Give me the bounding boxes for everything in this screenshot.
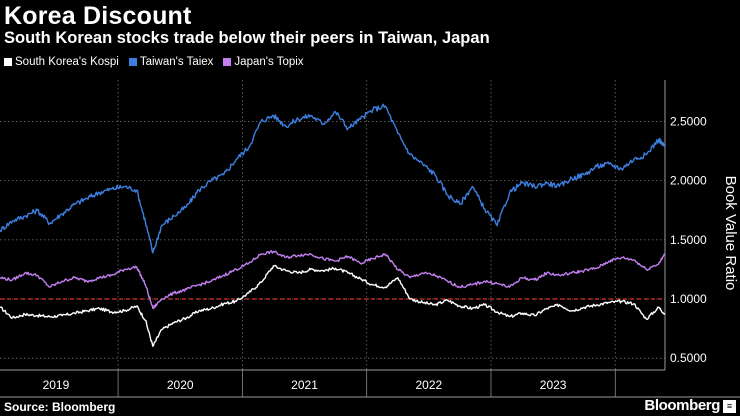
x-tick-label: 2022 [415, 378, 442, 392]
legend-item-kospi: South Korea's Kospi [4, 56, 119, 68]
x-tick-label: 2021 [291, 378, 318, 392]
legend-item-taiex: Taiwan's Taiex [128, 56, 214, 68]
series-line-topix [0, 250, 666, 310]
legend-swatch-taiex [128, 58, 137, 66]
y-tick-label: 2.0000 [670, 174, 707, 188]
y-axis-title: Book Value Ratio [722, 176, 739, 291]
x-tick-label: 2019 [43, 378, 70, 392]
legend-item-topix: Japan's Topix [223, 56, 304, 68]
legend-swatch-topix [223, 58, 232, 66]
source-note: Source: Bloomberg [4, 400, 116, 414]
series-line-kospi [0, 264, 666, 347]
legend-label-kospi: South Korea's Kospi [15, 56, 119, 68]
bloomberg-logo-icon: ≡ [723, 400, 736, 413]
series-line-taiex [0, 103, 666, 254]
chart-title: Korea Discount [4, 2, 192, 30]
legend-label-topix: Japan's Topix [234, 56, 304, 68]
brand-wordmark: Bloomberg [644, 397, 720, 414]
y-tick-label: 2.5000 [670, 114, 707, 128]
y-tick-label: 1.0000 [670, 292, 707, 306]
legend-swatch-kospi [4, 58, 12, 66]
x-tick-label: 2020 [167, 378, 194, 392]
legend-label-taiex: Taiwan's Taiex [139, 56, 214, 68]
y-tick-label: 1.5000 [670, 233, 707, 247]
x-tick-label: 2023 [540, 378, 567, 392]
chart-subtitle: South Korean stocks trade below their pe… [4, 29, 490, 47]
y-tick-label: 0.5000 [670, 351, 707, 365]
legend: South Korea's Kospi Taiwan's Taiex Japan… [4, 56, 304, 68]
